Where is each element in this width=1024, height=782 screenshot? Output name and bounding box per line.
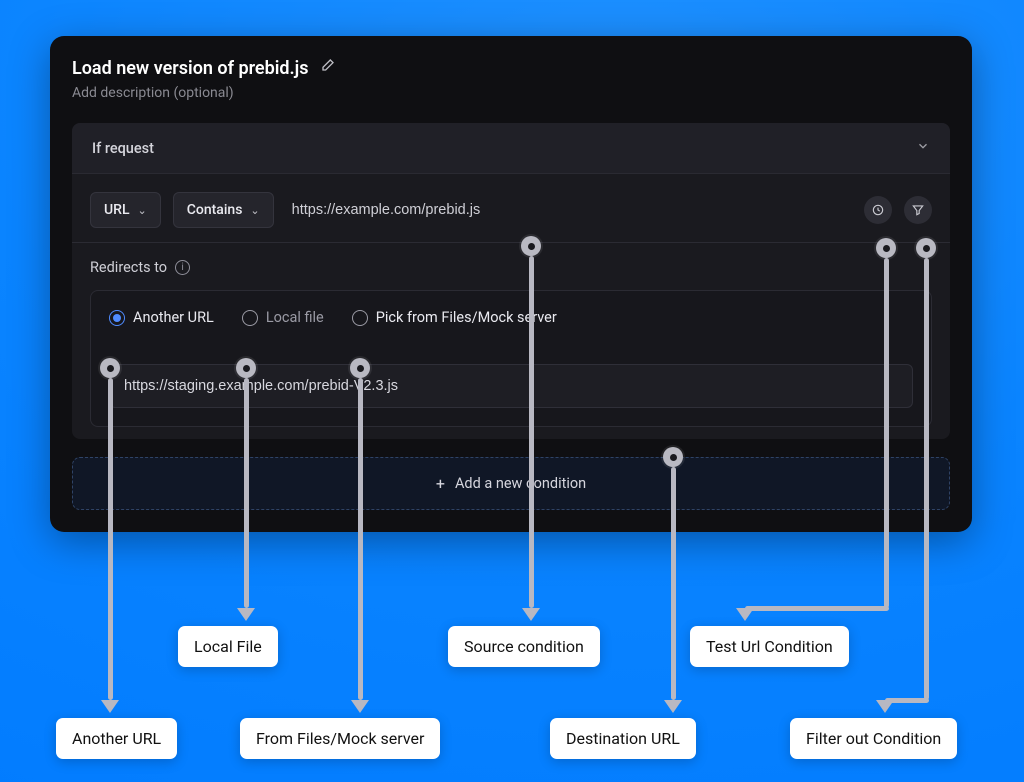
chevron-down-icon — [916, 139, 930, 157]
radio-local-file[interactable]: Local file — [242, 309, 324, 326]
radio-icon — [242, 310, 258, 326]
redirect-label-text: Redirects to — [90, 259, 167, 276]
operator-select[interactable]: Contains ⌄ — [173, 192, 274, 228]
chevron-down-icon: ⌄ — [138, 204, 147, 217]
callout-from-mock: From Files/Mock server — [240, 718, 440, 759]
callout-destination-url: Destination URL — [550, 718, 696, 759]
radio-another-url[interactable]: Another URL — [109, 309, 214, 326]
chevron-down-icon: ⌄ — [250, 204, 259, 217]
callout-source-condition: Source condition — [448, 626, 600, 667]
field-select-label: URL — [104, 202, 130, 218]
rule-title: Load new version of prebid.js — [72, 58, 309, 79]
callout-local-file: Local File — [178, 626, 278, 667]
redirect-label: Redirects to i — [90, 259, 932, 276]
test-condition-button[interactable] — [864, 196, 892, 224]
edit-icon[interactable] — [319, 58, 335, 79]
condition-body: URL ⌄ Contains ⌄ Redirects to i — [72, 173, 950, 439]
rule-panel: Load new version of prebid.js Add descri… — [50, 36, 972, 532]
radio-another-url-label: Another URL — [133, 309, 214, 326]
plus-icon: + — [436, 476, 445, 492]
callout-filter-condition: Filter out Condition — [790, 718, 957, 759]
redirect-radios: Another URL Local file Pick from Files/M… — [109, 309, 913, 326]
filter-condition-button[interactable] — [904, 196, 932, 224]
rule-title-row: Load new version of prebid.js — [72, 58, 950, 79]
destination-url-input[interactable] — [109, 364, 913, 408]
radio-mock-label: Pick from Files/Mock server — [376, 309, 557, 326]
redirect-box: Another URL Local file Pick from Files/M… — [90, 290, 932, 427]
rule-subtitle[interactable]: Add description (optional) — [72, 85, 950, 101]
condition-header[interactable]: If request — [72, 123, 950, 173]
divider — [72, 242, 950, 243]
source-url-input[interactable] — [286, 192, 852, 228]
radio-local-file-label: Local file — [266, 309, 324, 326]
radio-mock[interactable]: Pick from Files/Mock server — [352, 309, 557, 326]
add-condition-label: Add a new condition — [455, 475, 586, 492]
radio-icon — [109, 310, 125, 326]
condition-section: If request URL ⌄ Contains ⌄ — [72, 123, 950, 439]
info-icon[interactable]: i — [175, 260, 190, 275]
add-condition-button[interactable]: + Add a new condition — [72, 457, 950, 510]
condition-header-label: If request — [92, 140, 154, 157]
callout-test-condition: Test Url Condition — [690, 626, 849, 667]
field-select[interactable]: URL ⌄ — [90, 192, 161, 228]
condition-row: URL ⌄ Contains ⌄ — [90, 192, 932, 228]
radio-icon — [352, 310, 368, 326]
operator-select-label: Contains — [187, 202, 243, 218]
callout-another-url: Another URL — [56, 718, 177, 759]
